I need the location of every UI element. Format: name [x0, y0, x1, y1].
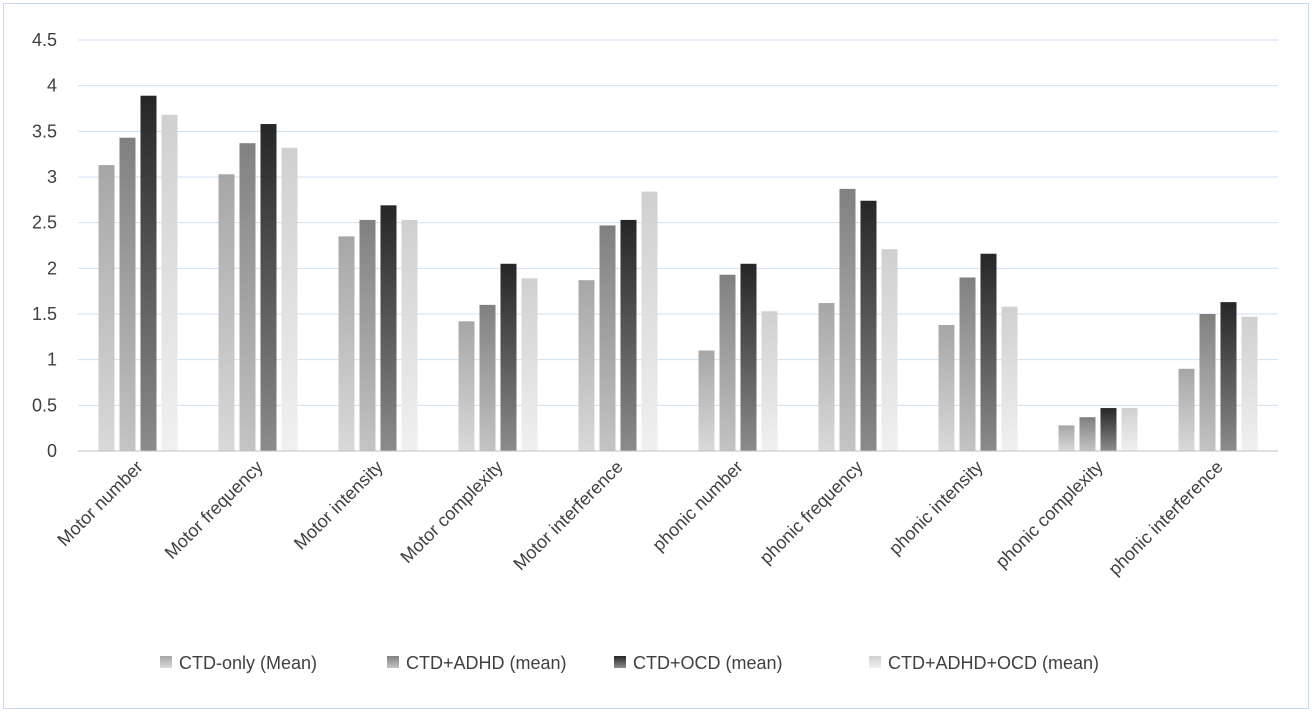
y-tick-label: 2 — [47, 258, 57, 278]
bar — [1199, 314, 1216, 451]
bar — [500, 263, 517, 451]
bar — [620, 219, 637, 451]
bar — [380, 205, 397, 451]
bars — [98, 95, 1258, 452]
y-tick-label: 2.5 — [32, 213, 57, 233]
bar — [578, 280, 595, 451]
bar — [161, 114, 178, 451]
bar — [698, 350, 715, 451]
bar — [281, 147, 298, 452]
bar — [1241, 316, 1258, 451]
y-tick-label: 4 — [47, 76, 57, 96]
bar — [938, 324, 955, 451]
legend-swatch — [869, 656, 881, 668]
y-tick-label: 3.5 — [32, 121, 57, 141]
legend-label: CTD+OCD (mean) — [633, 653, 783, 673]
bar — [641, 191, 658, 451]
gridlines — [78, 39, 1278, 406]
y-tick-label: 3 — [47, 167, 57, 187]
legend-swatch — [160, 656, 172, 668]
bar — [218, 174, 235, 451]
x-tick-label: phonic complexity — [992, 457, 1107, 572]
bar — [761, 311, 778, 451]
bar — [1001, 306, 1018, 451]
bar — [860, 200, 877, 451]
bar — [740, 263, 757, 451]
bar — [260, 124, 277, 451]
legend: CTD-only (Mean) CTD+ADHD (mean) CTD+OCD (m… — [160, 653, 1099, 673]
bar — [1121, 408, 1138, 451]
bar — [119, 137, 136, 451]
bar — [521, 278, 538, 451]
x-tick-label: Motor frequency — [161, 457, 267, 563]
bar — [140, 95, 157, 452]
y-tick-label: 0.5 — [32, 395, 57, 415]
bar — [1178, 368, 1195, 451]
bar — [881, 249, 898, 451]
bar — [338, 236, 355, 451]
x-tick-label: phonic interference — [1104, 457, 1226, 579]
bar — [458, 321, 475, 451]
x-tick-label: Motor complexity — [396, 457, 506, 567]
bar — [980, 253, 997, 451]
legend-label: CTD-only (Mean) — [179, 653, 317, 673]
x-tick-label: Motor intensity — [290, 457, 387, 554]
bar — [599, 225, 616, 451]
bar — [359, 219, 376, 451]
x-tick-label: Motor number — [53, 457, 146, 550]
bar — [1079, 417, 1096, 451]
legend-label: CTD+ADHD (mean) — [406, 653, 567, 673]
y-axis-ticks: 0 0.5 1 1.5 2 2.5 3 3.5 4 4.5 — [32, 30, 57, 461]
y-tick-label: 1 — [47, 350, 57, 370]
y-tick-label: 0 — [47, 441, 57, 461]
legend-label: CTD+ADHD+OCD (mean) — [888, 653, 1099, 673]
bar — [818, 303, 835, 451]
bar — [1220, 302, 1237, 451]
bar — [479, 304, 496, 451]
x-tick-label: Motor interference — [509, 457, 626, 574]
y-tick-label: 4.5 — [32, 30, 57, 50]
bar — [401, 219, 418, 451]
x-tick-label: phonic intensity — [885, 457, 987, 559]
x-tick-label: phonic frequency — [756, 457, 867, 568]
y-tick-label: 1.5 — [32, 304, 57, 324]
bar — [839, 188, 856, 451]
legend-swatch — [614, 656, 626, 668]
bar — [98, 165, 115, 452]
bar — [1100, 408, 1117, 451]
legend-swatch — [387, 656, 399, 668]
bar — [239, 143, 256, 451]
x-tick-label: phonic number — [648, 457, 746, 555]
bar — [1058, 425, 1075, 451]
bar — [719, 274, 736, 451]
bar — [959, 277, 976, 451]
category-labels: Motor number Motor frequency Motor intensi… — [53, 457, 1226, 579]
